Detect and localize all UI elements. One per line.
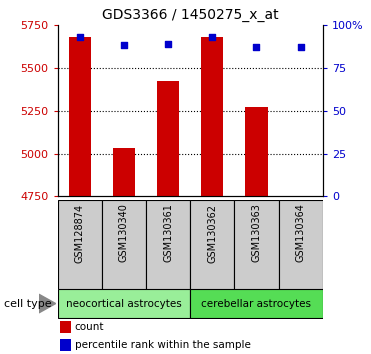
Text: count: count — [75, 322, 104, 332]
Bar — [102, 200, 146, 289]
Polygon shape — [39, 294, 56, 313]
Point — [209, 34, 215, 40]
Bar — [190, 200, 234, 289]
Bar — [69, 37, 91, 196]
Point — [77, 34, 83, 40]
Text: neocortical astrocytes: neocortical astrocytes — [66, 298, 182, 309]
Bar — [245, 107, 267, 196]
Text: GSM130363: GSM130363 — [252, 204, 262, 262]
Bar — [279, 200, 323, 289]
Text: cerebellar astrocytes: cerebellar astrocytes — [201, 298, 311, 309]
Text: GSM128874: GSM128874 — [75, 204, 85, 263]
Bar — [146, 200, 190, 289]
Bar — [58, 200, 102, 289]
Bar — [60, 339, 71, 351]
Text: GSM130361: GSM130361 — [163, 204, 173, 262]
Text: cell type: cell type — [4, 298, 51, 309]
Text: GSM130340: GSM130340 — [119, 204, 129, 262]
Point — [253, 44, 259, 50]
Text: GSM130362: GSM130362 — [207, 204, 217, 263]
Bar — [157, 81, 179, 196]
Bar — [201, 37, 223, 196]
Point — [165, 41, 171, 46]
Bar — [58, 289, 190, 318]
Text: percentile rank within the sample: percentile rank within the sample — [75, 340, 251, 350]
Bar — [113, 148, 135, 196]
Title: GDS3366 / 1450275_x_at: GDS3366 / 1450275_x_at — [102, 8, 279, 22]
Text: GSM130364: GSM130364 — [296, 204, 306, 262]
Point — [121, 42, 127, 48]
Bar — [60, 321, 71, 333]
Bar — [234, 200, 279, 289]
Point — [298, 44, 303, 50]
Bar — [190, 289, 323, 318]
